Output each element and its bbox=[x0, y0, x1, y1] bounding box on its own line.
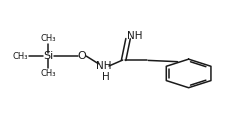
Text: NH: NH bbox=[127, 31, 142, 41]
Text: CH₃: CH₃ bbox=[41, 69, 56, 78]
Text: O: O bbox=[78, 51, 86, 61]
Text: CH₃: CH₃ bbox=[13, 52, 28, 61]
Text: NH: NH bbox=[96, 61, 111, 71]
Text: CH₃: CH₃ bbox=[41, 34, 56, 43]
Text: Si: Si bbox=[43, 51, 54, 61]
Text: H: H bbox=[102, 72, 110, 82]
